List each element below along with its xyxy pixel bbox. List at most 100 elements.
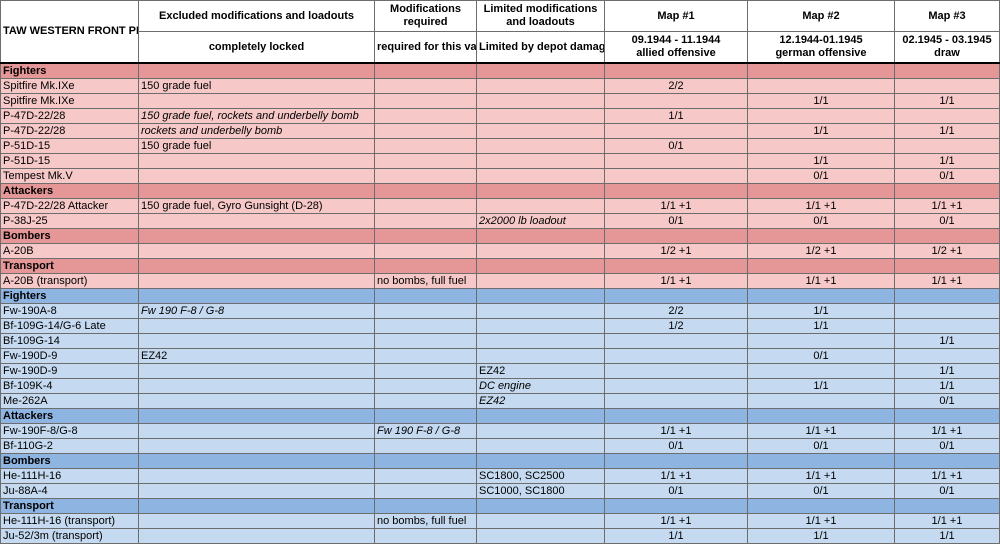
map1-cell	[604, 333, 748, 349]
map3-desc-text: draw	[934, 47, 960, 59]
excluded-mods-cell	[138, 468, 375, 484]
category-label: Transport	[0, 258, 139, 274]
aircraft-cell: A-20B (transport)	[0, 273, 139, 289]
map3-cell: 0/1	[894, 438, 1000, 454]
map3-cell: 1/1	[894, 363, 1000, 379]
limited-mods-cell	[476, 138, 605, 154]
required-mods-cell: no bombs, full fuel	[374, 513, 477, 529]
table-row: P-47D-22/28 Attacker 150 grade fuel, Gyro…	[0, 198, 1000, 214]
aircraft-cell: He-111H-16 (transport)	[0, 513, 139, 529]
table-row: Bf-109G-14/G-6 Late 1/2 1/1	[0, 318, 1000, 334]
table-row: He-111H-16 SC1800, SC2500 1/1 +1 1/1 +1 1/1 …	[0, 468, 1000, 484]
required-mods-cell	[374, 138, 477, 154]
required-mods-cell	[374, 198, 477, 214]
map3-cell: 0/1	[894, 168, 1000, 184]
map1-cell	[604, 378, 748, 394]
aircraft-cell: Ju-52/3m (transport)	[0, 528, 139, 544]
limited-mods-cell: EZ42	[476, 393, 605, 409]
aircraft-cell: Bf-109K-4	[0, 378, 139, 394]
aircraft-cell: Fw-190D-9	[0, 363, 139, 379]
required-mods-cell	[374, 123, 477, 139]
map1-cell: 0/1	[604, 438, 748, 454]
map3-cell	[894, 183, 1000, 199]
map2-cell: 1/1 +1	[747, 468, 895, 484]
map1-cell	[604, 123, 748, 139]
map3-cell	[894, 108, 1000, 124]
excluded-mods-cell	[138, 378, 375, 394]
limited-mods-cell	[476, 62, 605, 79]
aircraft-cell: Spitfire Mk.IXe	[0, 78, 139, 94]
excluded-mods-cell	[138, 258, 375, 274]
category-row: Bombers	[0, 228, 1000, 244]
map3-cell	[894, 348, 1000, 364]
required-mods-cell	[374, 453, 477, 469]
category-label: Attackers	[0, 408, 139, 424]
required-mods-cell	[374, 303, 477, 319]
limited-mods-cell	[476, 183, 605, 199]
category-row: Fighters	[0, 62, 1000, 79]
map3-cell	[894, 303, 1000, 319]
aircraft-cell: P-47D-22/28 Attacker	[0, 198, 139, 214]
map1-cell	[604, 348, 748, 364]
category-row: Attackers	[0, 408, 1000, 424]
limited-mods-cell: SC1000, SC1800	[476, 483, 605, 499]
excluded-mods-cell	[138, 408, 375, 424]
map1-cell	[604, 288, 748, 304]
limited-mods-cell	[476, 258, 605, 274]
map2-header: Map #2	[747, 0, 895, 32]
excluded-mods-cell	[138, 273, 375, 289]
excluded-mods-cell	[138, 168, 375, 184]
map1-cell	[604, 363, 748, 379]
map1-cell: 0/1	[604, 138, 748, 154]
required-mods-cell	[374, 93, 477, 109]
map3-dates: 02.1945 - 03.1945 draw	[894, 31, 1000, 64]
excluded-mods-subheader: completely locked	[138, 31, 375, 64]
limited-mods-cell: EZ42	[476, 363, 605, 379]
aircraft-cell: Bf-109G-14	[0, 333, 139, 349]
map1-dates: 09.1944 - 11.1944 allied offensive	[604, 31, 748, 64]
limited-mods-cell	[476, 123, 605, 139]
limited-mods-cell	[476, 93, 605, 109]
excluded-mods-cell: Fw 190 F-8 / G-8	[138, 303, 375, 319]
excluded-mods-cell: 150 grade fuel, Gyro Gunsight (D-28)	[138, 198, 375, 214]
limited-mods-cell	[476, 288, 605, 304]
required-mods-cell	[374, 258, 477, 274]
map3-cell: 0/1	[894, 393, 1000, 409]
map3-cell: 0/1	[894, 213, 1000, 229]
excluded-mods-cell	[138, 243, 375, 259]
map1-cell	[604, 453, 748, 469]
map1-desc-text: allied offensive	[636, 47, 716, 59]
required-mods-cell	[374, 213, 477, 229]
category-label: Bombers	[0, 228, 139, 244]
limited-mods-cell	[476, 303, 605, 319]
map2-cell: 1/1 +1	[747, 198, 895, 214]
required-mods-cell	[374, 153, 477, 169]
limited-mods-cell	[476, 198, 605, 214]
limited-mods-cell	[476, 408, 605, 424]
excluded-mods-cell	[138, 483, 375, 499]
excluded-mods-cell	[138, 183, 375, 199]
map1-cell	[604, 62, 748, 79]
required-mods-header: Modifications required	[374, 0, 477, 32]
aircraft-cell: Me-262A	[0, 393, 139, 409]
map3-cell	[894, 408, 1000, 424]
table-row: Me-262A EZ42 0/1	[0, 393, 1000, 409]
aircraft-cell: P-51D-15	[0, 153, 139, 169]
table-row: Bf-109K-4 DC engine 1/1 1/1	[0, 378, 1000, 394]
map2-cell: 1/1 +1	[747, 423, 895, 439]
limited-mods-subheader: Limited by depot damage	[476, 31, 605, 64]
table-row: Bf-109G-14 1/1	[0, 333, 1000, 349]
category-row: Fighters	[0, 288, 1000, 304]
limited-mods-header: Limited modifications and loadouts	[476, 0, 605, 32]
required-mods-cell: Fw 190 F-8 / G-8	[374, 423, 477, 439]
excluded-mods-cell: rockets and underbelly bomb	[138, 123, 375, 139]
map2-cell	[747, 288, 895, 304]
limited-mods-cell	[476, 273, 605, 289]
map1-cell	[604, 258, 748, 274]
map2-cell: 0/1	[747, 348, 895, 364]
table-row: A-20B (transport) no bombs, full fuel 1/1 …	[0, 273, 1000, 289]
map2-cell	[747, 108, 895, 124]
table-row: P-47D-22/28 rockets and underbelly bomb 1/…	[0, 123, 1000, 139]
map1-cell: 0/1	[604, 483, 748, 499]
excluded-mods-cell	[138, 498, 375, 514]
